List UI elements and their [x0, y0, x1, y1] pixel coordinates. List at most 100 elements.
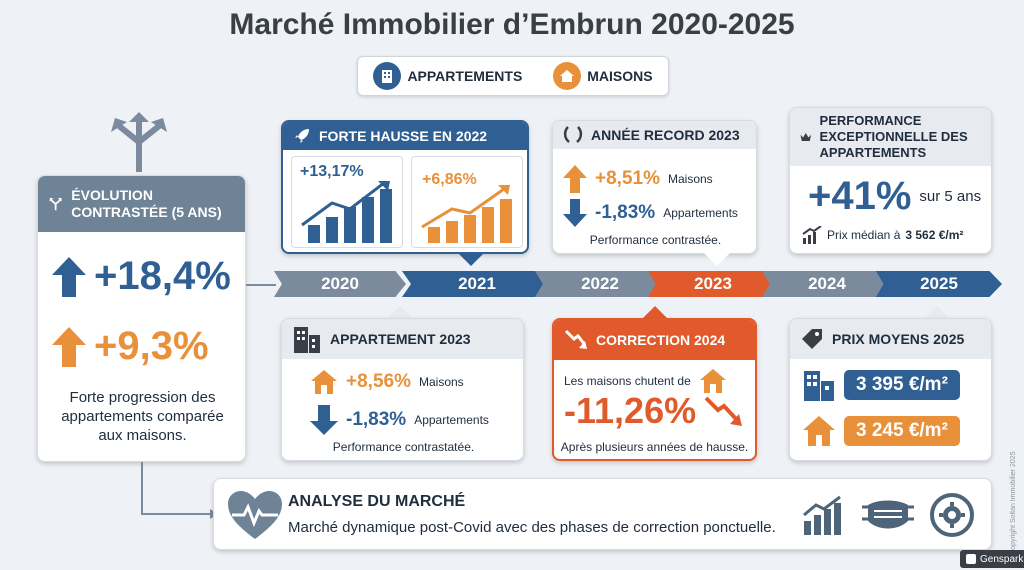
correction-2024-title: CORRECTION 2024: [596, 332, 726, 348]
gear-refresh-icon: [930, 493, 974, 537]
arrow-down-icon: [563, 199, 587, 227]
evolution-apartments-pct: +18,4%: [94, 254, 231, 298]
building-icon: [804, 371, 834, 401]
performance-pct: +41%: [808, 174, 912, 218]
timeline-year-2022: 2022: [535, 271, 665, 297]
trend-down-icon: [704, 396, 743, 426]
performance-suffix: sur 5 ans: [919, 188, 982, 205]
connector-line: [246, 284, 276, 286]
timeline-label: 2023: [694, 274, 732, 293]
trend-chart-icon: [802, 226, 822, 244]
building-icon: [373, 62, 402, 90]
record-apartments-pct: -1,83%: [595, 202, 656, 223]
correction-note: Après plusieurs années de hausse.: [560, 440, 749, 454]
performance-card: PERFORMANCE EXCEPTIONNELLE DES APPARTEME…: [789, 107, 992, 254]
brand-badge: Genspark: [960, 550, 1024, 568]
house-icon: [553, 62, 582, 90]
timeline-label: 2020: [321, 274, 359, 293]
callout-pointer: [458, 253, 484, 266]
legend-apartments: APPARTEMENTS: [373, 62, 522, 90]
appartement-note: Performance contrastatée.: [332, 440, 475, 454]
timeline-label: 2024: [808, 274, 846, 293]
callout-pointer: [704, 253, 730, 266]
bar-chart-up-icon: [301, 181, 392, 243]
evolution-houses-pct: +9,3%: [94, 324, 209, 368]
timeline-label: 2025: [920, 274, 958, 293]
hausse-houses-pct: +6,86%: [422, 171, 477, 188]
face-mask-icon: [862, 500, 914, 529]
correction-lead: Les maisons chutent de: [564, 374, 691, 388]
legend-houses-label: MAISONS: [587, 68, 653, 84]
analyse-text: Marché dynamique post-Covid avec des pha…: [288, 519, 776, 536]
record-houses-row: +8,51% Maisons: [563, 165, 713, 193]
record-2023-card: ANNÉE RECORD 2023 +8,51% Maisons -1,83% …: [552, 120, 757, 254]
hausse-2022-header: FORTE HAUSSE EN 2022: [283, 122, 527, 150]
brand-logo-icon: [966, 554, 976, 564]
prix-houses-value: 3 245 €/m²: [844, 416, 960, 446]
appartement-houses-pct: +8,56%: [346, 371, 411, 392]
hausse-apartments-pct: +13,17%: [300, 163, 364, 180]
evolution-header: ÉVOLUTION CONTRASTÉE (5 ANS): [38, 176, 245, 232]
copyright-text: © Copyright Soltan Immobilier 2025: [1010, 451, 1017, 562]
legend-houses: MAISONS: [553, 62, 653, 90]
evolution-text: Forte progression des appartements compa…: [61, 389, 224, 444]
performance-median-label: Prix médian à: [827, 228, 901, 242]
performance-main-row: +41% sur 5 ans: [808, 174, 981, 219]
record-2023-title: ANNÉE RECORD 2023: [591, 127, 740, 143]
prix-apartments-value: 3 395 €/m²: [844, 370, 960, 400]
evolution-apartments-row: +18,4%: [52, 254, 231, 299]
analyse-card: ANALYSE DU MARCHÉ Marché dynamique post-…: [213, 478, 992, 550]
record-2023-header: ANNÉE RECORD 2023: [553, 121, 756, 149]
timeline-label: 2022: [581, 274, 619, 293]
bar-chart-up-icon: [421, 185, 512, 243]
timeline-year-2023: 2023: [648, 271, 778, 297]
record-apartments-label: Appartements: [663, 206, 738, 220]
page-title: Marché Immobilier d’Embrun 2020-2025: [229, 8, 795, 41]
appartement-apartments-pct: -1,83%: [346, 409, 407, 430]
legend-apartments-label: APPARTEMENTS: [407, 68, 523, 84]
crown-icon: [800, 133, 812, 141]
legend: APPARTEMENTS MAISONS: [357, 56, 669, 96]
hausse-2022-title: FORTE HAUSSE EN 2022: [319, 128, 488, 144]
timeline-year-2021: 2021: [402, 271, 552, 297]
correction-pct: -11,26%: [564, 390, 697, 431]
performance-title: PERFORMANCE EXCEPTIONNELLE DES APPARTEME…: [819, 113, 968, 160]
arrow-down-icon: [310, 405, 338, 435]
appartement-houses-row: +8,56% Maisons: [310, 369, 464, 395]
prix-apartments-row: 3 395 €/m²: [802, 369, 960, 401]
arrow-up-icon: [52, 326, 86, 367]
performance-header: PERFORMANCE EXCEPTIONNELLE DES APPARTEME…: [790, 108, 991, 166]
timeline-label: 2021: [458, 274, 496, 293]
appartement-apartments-row: -1,83% Appartements: [310, 405, 489, 435]
laurel-icon: [563, 126, 583, 143]
copyright: © Copyright Soltan Immobilier 2025: [1008, 392, 1022, 562]
fork-icon: [49, 197, 62, 211]
callout-pointer: [642, 306, 668, 319]
appartement-2023-title: APPARTEMENT 2023: [330, 331, 471, 347]
performance-median-row: Prix médian à 3 562 €/m²: [802, 226, 963, 244]
performance-median-value: 3 562 €/m²: [905, 228, 964, 242]
house-icon: [699, 369, 726, 393]
callout-pointer: [924, 306, 950, 319]
heart-pulse-icon: [228, 491, 282, 539]
correction-2024-card: CORRECTION 2024 Les maisons chutent de -…: [552, 318, 757, 461]
prix-2025-header: PRIX MOYENS 2025: [790, 319, 991, 359]
timeline-year-2024: 2024: [762, 271, 892, 297]
timeline-year-2020: 2020: [274, 271, 406, 297]
building-icon: [294, 327, 320, 353]
apartments-growth-chart: +13,17%: [291, 156, 403, 248]
evolution-title: ÉVOLUTION CONTRASTÉE (5 ANS): [71, 187, 222, 220]
appartement-apartments-label: Appartements: [414, 413, 489, 427]
growth-chart-icon: [803, 495, 841, 535]
houses-growth-chart: +6,86%: [411, 156, 523, 248]
connector-line: [141, 462, 218, 519]
trend-down-icon: [564, 329, 587, 349]
prix-2025-card: PRIX MOYENS 2025 3 395 €/m² 3 245 €/m²: [789, 318, 992, 461]
record-houses-pct: +8,51%: [595, 168, 660, 189]
record-apartments-row: -1,83% Appartements: [563, 199, 738, 227]
evolution-houses-row: +9,3%: [52, 324, 209, 369]
arrow-up-icon: [563, 165, 587, 193]
price-tag-icon: [802, 329, 822, 349]
house-icon: [311, 370, 337, 394]
correction-lead-row: Les maisons chutent de: [564, 368, 727, 394]
